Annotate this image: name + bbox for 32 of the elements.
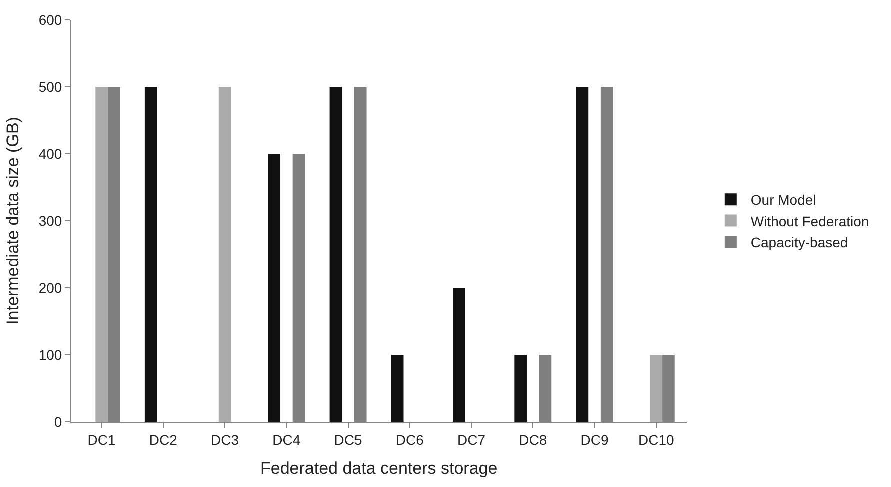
bar [330, 87, 342, 422]
x-tick-label: DC9 [580, 432, 609, 448]
x-axis-title: Federated data centers storage [260, 459, 498, 478]
x-tick-label: DC6 [396, 432, 424, 448]
y-tick-label: 200 [38, 280, 62, 296]
bar [391, 355, 404, 422]
bar [453, 288, 466, 422]
y-tick-label: 500 [38, 78, 62, 95]
x-tick-label: DC1 [88, 432, 116, 448]
bar [268, 154, 281, 422]
y-tick-label: 600 [38, 12, 62, 28]
bar [96, 87, 108, 422]
bar [650, 355, 663, 422]
y-axis-title: Intermediate data size (GB) [3, 117, 22, 325]
x-tick-label: DC2 [149, 432, 178, 448]
y-tick-label: 300 [38, 212, 62, 229]
bar [218, 87, 232, 422]
x-tick-label: DC4 [272, 432, 301, 448]
bar [514, 355, 527, 422]
bar [144, 87, 158, 422]
y-tick-label: 100 [38, 346, 62, 363]
x-tick-label: DC10 [638, 432, 674, 448]
legend-label: Our Model [750, 192, 816, 208]
x-tick-label: DC3 [211, 432, 240, 448]
legend-label: Without Federation [750, 213, 870, 230]
x-tick-label: DC5 [334, 432, 363, 448]
x-tick-label: DC8 [519, 432, 548, 448]
bar [576, 87, 589, 422]
y-tick-label: 0 [54, 414, 62, 430]
y-tick-label: 400 [38, 146, 62, 162]
x-tick-label: DC7 [458, 432, 486, 448]
legend-label: Capacity-based [750, 234, 848, 250]
